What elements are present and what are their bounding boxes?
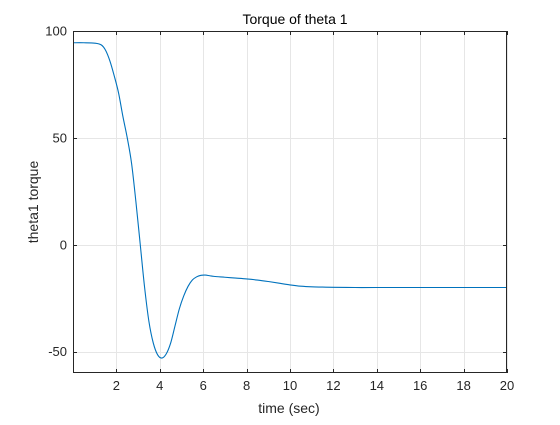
y-tick-label: 0 (60, 237, 67, 252)
y-tick-label: 100 (45, 24, 67, 39)
series-line-0 (72, 42, 507, 359)
x-tick-label: 6 (200, 378, 207, 393)
x-tick-label: 20 (500, 378, 514, 393)
grid (73, 31, 508, 373)
x-tick-label: 12 (326, 378, 340, 393)
x-tick-label: 4 (156, 378, 163, 393)
x-tick-label: 16 (413, 378, 427, 393)
x-tick-label: 8 (243, 378, 250, 393)
x-tick-label: 14 (370, 378, 384, 393)
x-axis-label: time (sec) (258, 400, 319, 416)
y-axis-label: theta1 torque (25, 161, 41, 244)
x-tick-label: 18 (456, 378, 470, 393)
y-tick-label: -50 (48, 344, 67, 359)
x-tick-label: 2 (113, 378, 120, 393)
ticks: 2 4 6 8 10 12 14 16 18 20 -50 0 50 100 (45, 24, 514, 394)
x-tick-label: 10 (283, 378, 297, 393)
chart-title: Torque of theta 1 (242, 11, 347, 27)
series-layer (72, 42, 507, 359)
y-tick-label: 50 (53, 130, 67, 145)
